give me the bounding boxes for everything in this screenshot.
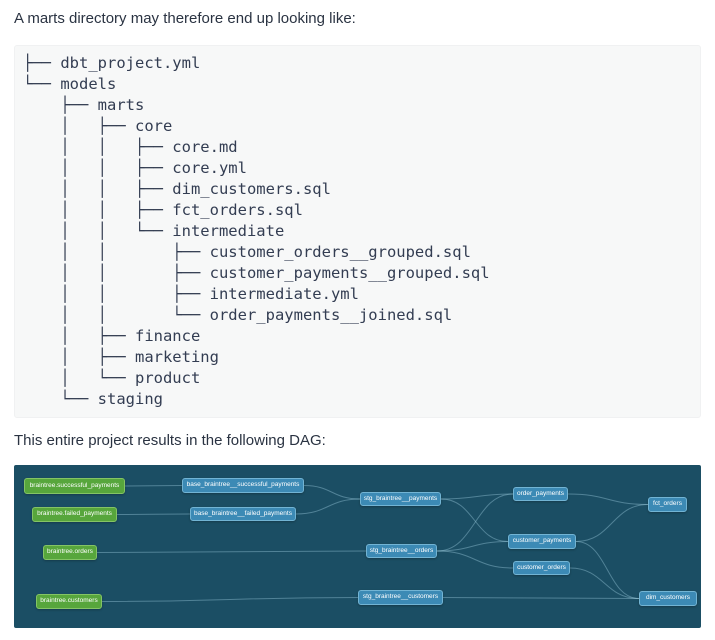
dag-visualization: braintree.successful_payments braintree.f… — [14, 465, 701, 628]
directory-tree-code-block: ├── dbt_project.yml └── models ├── marts… — [14, 45, 701, 418]
dag-node-braintree-successful_payments[interactable]: braintree.successful_payments — [24, 478, 125, 494]
dag-node-fct_orders[interactable]: fct_orders — [648, 497, 687, 512]
dag-edge-braintree.successful_payments-to-base_braintree__successful_payments — [124, 485, 183, 487]
dag-edge-order_payments-to-fct_orders — [567, 493, 649, 505]
dag-node-braintree-customers[interactable]: braintree.customers — [36, 594, 102, 609]
dag-node-braintree-failed_payments[interactable]: braintree.failed_payments — [32, 507, 117, 522]
dag-edge-stg_braintree__orders-to-customer_payments — [436, 541, 509, 552]
dag-node-customer_payments[interactable]: customer_payments — [508, 534, 576, 549]
dag-edge-stg_braintree__payments-to-order_payments — [440, 493, 514, 500]
dag-node-braintree-orders[interactable]: braintree.orders — [43, 545, 97, 560]
dag-node-stg_braintree__customers[interactable]: stg_braintree__customers — [358, 590, 443, 605]
dag-edge-stg_braintree__payments-to-customer_payments — [440, 498, 509, 542]
dag-edge-braintree.customers-to-stg_braintree__customers — [101, 597, 359, 602]
dag-edge-customer_payments-to-dim_customers — [575, 541, 640, 599]
dag-edge-stg_braintree__customers-to-dim_customers — [442, 597, 640, 599]
dag-node-order_payments[interactable]: order_payments — [513, 487, 568, 501]
dag-edge-base_braintree__successful_payments-to-stg_braintree__payments — [303, 485, 361, 500]
dag-edge-stg_braintree__orders-to-customer_orders — [436, 550, 514, 569]
dag-edges-layer — [96, 485, 649, 602]
dag-node-base_braintree__failed_payments[interactable]: base_braintree__failed_payments — [190, 507, 296, 521]
dag-node-stg_braintree__orders[interactable]: stg_braintree__orders — [366, 544, 437, 558]
dag-edge-braintree.orders-to-stg_braintree__orders — [96, 550, 367, 553]
dag-edge-braintree.failed_payments-to-base_braintree__failed_payments — [116, 513, 191, 515]
dag-node-stg_braintree__payments[interactable]: stg_braintree__payments — [360, 492, 441, 506]
dag-node-dim_customers[interactable]: dim_customers — [639, 591, 697, 606]
intro-text: A marts directory may therefore end up l… — [14, 10, 356, 27]
dag-edge-customer_payments-to-fct_orders — [575, 504, 649, 542]
dag-edge-customer_orders-to-dim_customers — [569, 567, 640, 599]
dag-edge-stg_braintree__orders-to-order_payments — [436, 493, 514, 552]
dag-edge-base_braintree__failed_payments-to-stg_braintree__payments — [295, 498, 361, 515]
dag-intro-text: This entire project results in the follo… — [14, 432, 326, 449]
dag-node-customer_orders[interactable]: customer_orders — [513, 561, 570, 575]
dag-node-base_braintree__successful_payments[interactable]: base_braintree__successful_payments — [182, 478, 304, 493]
